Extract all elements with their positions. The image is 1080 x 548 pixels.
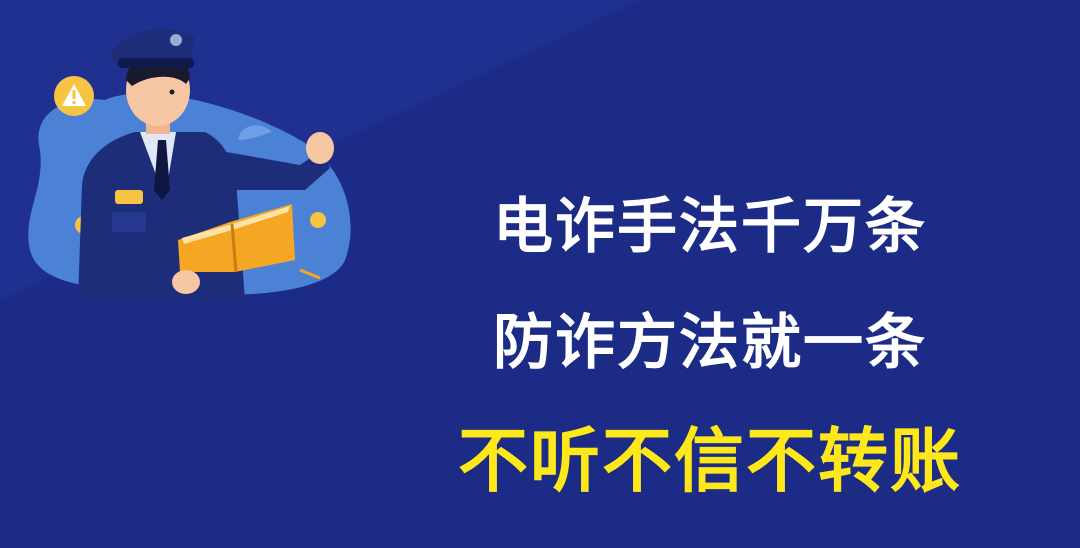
open-book-icon: [178, 204, 295, 273]
slogan-line-3: 不听不信不转账: [458, 420, 962, 502]
police-officer-illustration: [28, 28, 351, 300]
police-officer-icon: [110, 28, 195, 68]
slogan-line-2: 防诈方法就一条: [493, 308, 927, 378]
warning-icon: [54, 76, 94, 116]
slogan-line-1: 电诈手法千万条: [493, 192, 927, 262]
